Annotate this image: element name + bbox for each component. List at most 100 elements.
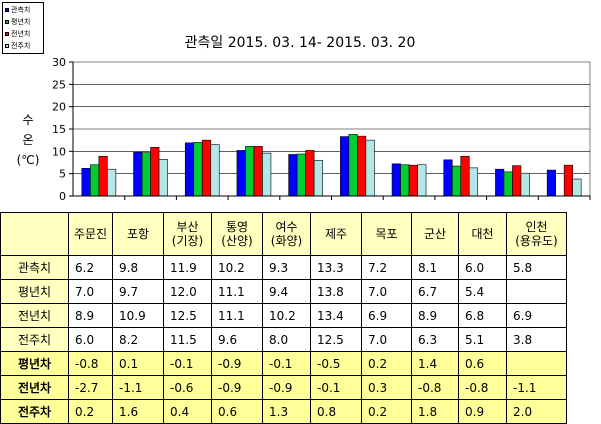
table-cell: -0.8 (458, 375, 507, 400)
y-tick-label: 30 (52, 56, 66, 69)
bar-관측치-1 (133, 151, 143, 197)
y-axis-label-part: 온 (22, 133, 33, 147)
table-cell: 7.0 (361, 279, 412, 304)
column-header: 목포 (361, 212, 412, 256)
bar-평년치-7 (451, 165, 462, 197)
bar-전년치-2 (201, 139, 212, 197)
legend-swatch (5, 44, 9, 48)
chart: 관측일 2015. 03. 14- 2015. 03. 20 수온 (℃) 0 5 1… (17, 35, 591, 203)
table-cell: -1.1 (112, 375, 164, 400)
column-header: 여수 (화양) (262, 212, 311, 256)
row-label: 평년차 (0, 351, 69, 376)
table-cell: 3.8 (506, 327, 567, 352)
legend-swatch (5, 32, 9, 36)
bar-전년치-3 (253, 146, 263, 197)
table-cell: 7.0 (361, 327, 412, 352)
table-cell: 13.4 (310, 303, 362, 328)
table-cell: 10.9 (112, 303, 164, 328)
table-cell: 6.8 (458, 303, 507, 328)
table-cell: 8.2 (112, 327, 164, 352)
table-cell: 0.6 (211, 399, 263, 424)
y-tick-label: 5 (59, 168, 66, 181)
row-label: 전년차 (0, 375, 69, 400)
table-cell: 8.9 (68, 303, 113, 328)
row-label: 관측치 (0, 255, 69, 280)
bar-평년치-0 (90, 164, 100, 197)
y-tick-label: 15 (52, 123, 66, 136)
table-cell: 5.4 (458, 279, 507, 304)
legend-label: 전주치 (11, 42, 31, 50)
table-cell: -1.1 (506, 375, 567, 400)
table-cell: 6.7 (411, 279, 459, 304)
table-cell: 0.2 (361, 399, 412, 424)
table-cell: 2.0 (506, 399, 567, 424)
table-cell (506, 279, 567, 304)
bar-전주치-7 (468, 167, 479, 197)
table-cell: 5.8 (506, 255, 567, 280)
table-cell: -0.5 (310, 351, 362, 376)
table-cell: 13.3 (310, 255, 362, 280)
bar-전주치-0 (107, 168, 117, 197)
bar-평년치-4 (296, 153, 306, 197)
bar-전년치-0 (98, 155, 108, 197)
table-cell: 1.4 (411, 351, 459, 376)
y-axis-label-part: (℃) (17, 153, 40, 167)
bar-관측치-6 (391, 163, 401, 197)
table-cell: 9.3 (262, 255, 311, 280)
table-cell: 6.9 (506, 303, 567, 328)
table-cell: -0.9 (262, 375, 311, 400)
bar-평년치-1 (141, 152, 151, 197)
column-header: 제주 (310, 212, 362, 256)
table-cell: 1.6 (112, 399, 164, 424)
table-cell: 9.7 (112, 279, 164, 304)
column-header: 포항 (112, 212, 164, 256)
table-cell: 9.8 (112, 255, 164, 280)
bar-전년치-1 (150, 147, 160, 197)
bar-전년치-6 (408, 164, 418, 197)
table-row: 관측치 6.2 9.8 11.9 10.2 9.3 13.3 7.2 8.1 6.0 5.8 (0, 255, 567, 280)
table-cell: -0.9 (211, 351, 263, 376)
bar-전주치-2 (210, 144, 220, 197)
column-header: 인천 (용유도) (506, 212, 567, 256)
bar-전주치-4 (313, 159, 323, 197)
bar-평년치-5 (348, 134, 358, 197)
table-cell: 0.2 (361, 351, 412, 376)
table-cell (506, 351, 567, 376)
table-cell: 12.0 (163, 279, 212, 304)
column-header: 통영 (산양) (211, 212, 263, 256)
table-cell: 0.9 (458, 399, 507, 424)
table-cell: 6.2 (68, 255, 113, 280)
legend-label: 평년치 (11, 18, 31, 26)
table-row: 전년치 8.9 10.9 12.5 11.1 10.2 13.4 6.9 8.9 6.8 6.9 (0, 303, 567, 328)
legend-label: 관측치 (11, 6, 31, 14)
table-cell: -0.8 (68, 351, 113, 376)
bar-전주치-5 (365, 139, 375, 197)
table-cell: 6.0 (68, 327, 113, 352)
bar-전주치-9 (572, 178, 582, 197)
table-cell: 6.0 (458, 255, 507, 280)
bar-전년치-5 (357, 135, 367, 197)
legend: 관측치 평년치 전년치 전주치 (2, 2, 44, 54)
table-cell: 9.4 (262, 279, 311, 304)
bar-관측치-8 (495, 168, 505, 197)
row-label: 전년치 (0, 303, 69, 328)
bar-전년치-8 (512, 165, 522, 197)
table-cell: 6.3 (411, 327, 459, 352)
bar-관측치-9 (546, 169, 556, 197)
bar-전년치-9 (563, 164, 573, 197)
legend-item: 관측치 (5, 4, 41, 16)
bar-평년치-8 (503, 171, 513, 197)
table-cell: -0.1 (262, 351, 311, 376)
table-cell: 0.8 (310, 399, 362, 424)
table-cell: 10.2 (211, 255, 263, 280)
bar-전주치-1 (158, 159, 168, 197)
column-header: 주문진 (68, 212, 113, 256)
bar-전주치-6 (417, 164, 427, 197)
table-cell: 11.1 (211, 279, 263, 304)
table-cell: 8.9 (411, 303, 459, 328)
legend-item: 평년치 (5, 16, 41, 28)
bar-전년치-4 (305, 150, 315, 197)
table-cell: 8.0 (262, 327, 311, 352)
table-cell: 1.3 (262, 399, 311, 424)
table-cell: 7.0 (68, 279, 113, 304)
